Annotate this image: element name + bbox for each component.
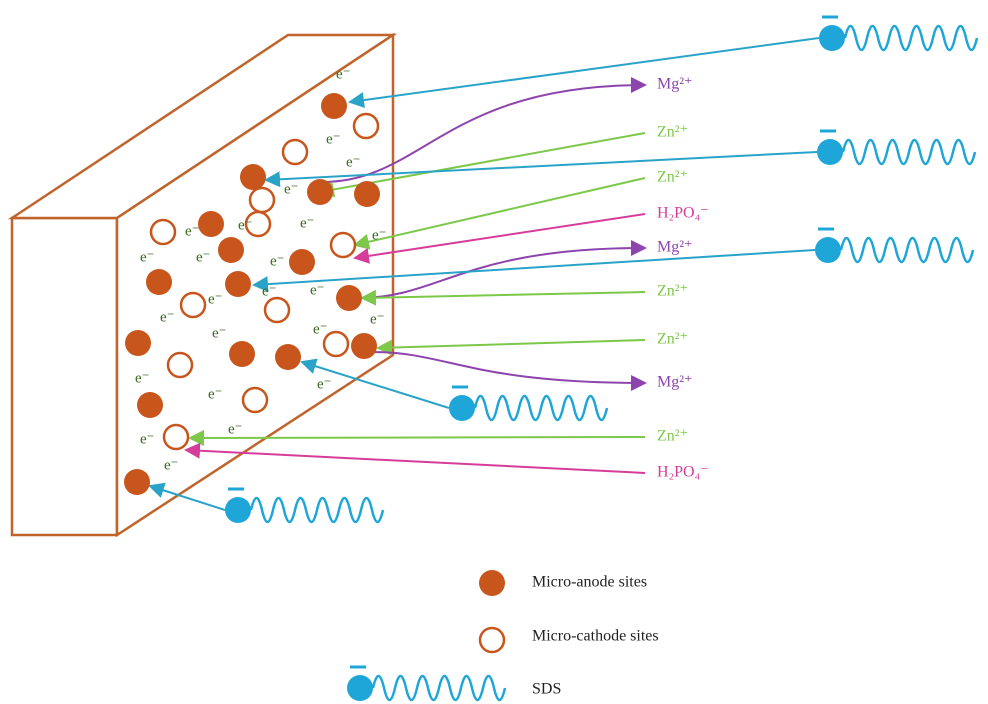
- ion-flow: [355, 214, 645, 258]
- electron-label: e⁻: [326, 131, 341, 147]
- electron-label: e⁻: [160, 309, 175, 325]
- anode-site: [240, 164, 266, 190]
- anode-site: [275, 344, 301, 370]
- legend-cathode-icon: [480, 628, 504, 652]
- sds-tail: [841, 238, 973, 262]
- anode-site: [225, 271, 251, 297]
- ion-flow: [372, 352, 645, 383]
- electron-label: e⁻: [208, 291, 223, 307]
- sds-head: [819, 25, 845, 51]
- legend-anode-icon: [479, 570, 505, 596]
- sds-molecule: [347, 667, 505, 701]
- sds-molecule: [817, 131, 975, 165]
- electron-label: e⁻: [238, 217, 253, 233]
- cathode-site: [168, 353, 192, 377]
- electron-label: e⁻: [196, 249, 211, 265]
- electron-label: e⁻: [346, 154, 361, 170]
- cathode-site: [265, 298, 289, 322]
- cathode-site: [181, 293, 205, 317]
- sds-tail: [251, 498, 383, 522]
- electron-label: e⁻: [270, 253, 285, 269]
- diagram: e⁻ e⁻ e⁻ e⁻ e⁻ e⁻ e⁻ e⁻ e⁻ e⁻ e⁻ e⁻ e⁻ e⁻ e⁻ e⁻ e⁻ e⁻ e⁻ e⁻…: [0, 0, 988, 704]
- sds-tail: [373, 676, 505, 700]
- cathode-site: [331, 233, 355, 257]
- ion-label: Zn²⁺: [657, 283, 688, 300]
- ion-label: H₂PO₄⁻: [657, 205, 709, 222]
- sds-head: [817, 139, 843, 165]
- cathode-site: [151, 220, 175, 244]
- legend-cathode: Micro-cathode sites: [532, 628, 659, 645]
- anode-site: [198, 211, 224, 237]
- sds-tail: [843, 140, 975, 164]
- anode-site: [218, 237, 244, 263]
- anode-site: [354, 181, 380, 207]
- anode-site: [321, 93, 347, 119]
- anode-site: [229, 341, 255, 367]
- cathode-site: [283, 140, 307, 164]
- ion-label: H₂PO₄⁻: [657, 464, 709, 481]
- anode-site: [125, 330, 151, 356]
- electron-label: e⁻: [372, 227, 387, 243]
- electron-label: e⁻: [135, 370, 150, 386]
- ion-label: Zn²⁺: [657, 428, 688, 445]
- electron-label: e⁻: [140, 249, 155, 265]
- electron-label: e⁻: [313, 321, 328, 337]
- ion-flow: [190, 437, 645, 438]
- sds-tail: [475, 396, 607, 420]
- electron-label: e⁻: [310, 282, 325, 298]
- anode-site: [124, 469, 150, 495]
- electron-label: e⁻: [317, 376, 332, 392]
- electron-label: e⁻: [284, 181, 299, 197]
- ion-label: Mg²⁺: [657, 239, 692, 256]
- sds-molecule: [819, 17, 977, 51]
- electron-label: e⁻: [185, 223, 200, 239]
- ion-flow: [358, 248, 645, 298]
- anode-site: [137, 392, 163, 418]
- electron-label: e⁻: [262, 283, 277, 299]
- ion-label: Zn²⁺: [657, 169, 688, 186]
- electron-label: e⁻: [300, 215, 315, 231]
- anode-site: [307, 179, 333, 205]
- legend-anode: Micro-anode sites: [532, 574, 647, 591]
- anode-site: [336, 285, 362, 311]
- legend-sds: SDS: [532, 681, 561, 698]
- electron-label: e⁻: [208, 386, 223, 402]
- anode-site: [146, 269, 172, 295]
- cathode-site: [324, 332, 348, 356]
- anode-site: [289, 249, 315, 275]
- sds-adsorption: [350, 38, 819, 102]
- cathode-site: [164, 425, 188, 449]
- anode-site: [351, 333, 377, 359]
- sds-molecule: [815, 229, 973, 263]
- sds-molecule: [449, 387, 607, 421]
- electron-label: e⁻: [228, 421, 243, 437]
- ion-flow: [378, 340, 645, 348]
- sds-tail: [845, 26, 977, 50]
- sds-head: [347, 675, 373, 701]
- electron-label: e⁻: [336, 66, 351, 82]
- ion-label: Mg²⁺: [657, 374, 692, 391]
- sds-head: [815, 237, 841, 263]
- sds-head: [225, 497, 251, 523]
- cathode-site: [243, 388, 267, 412]
- cathode-site: [250, 188, 274, 212]
- electron-label: e⁻: [212, 325, 227, 341]
- ion-label: Mg²⁺: [657, 76, 692, 93]
- ion-label: Zn²⁺: [657, 124, 688, 141]
- ion-flow: [355, 178, 645, 245]
- ion-flow: [186, 450, 645, 473]
- sds-head: [449, 395, 475, 421]
- electron-label: e⁻: [164, 457, 179, 473]
- electron-label: e⁻: [370, 311, 385, 327]
- cathode-site: [354, 114, 378, 138]
- sds-molecule: [225, 489, 383, 523]
- electron-label: e⁻: [140, 431, 155, 447]
- ion-label: Zn²⁺: [657, 331, 688, 348]
